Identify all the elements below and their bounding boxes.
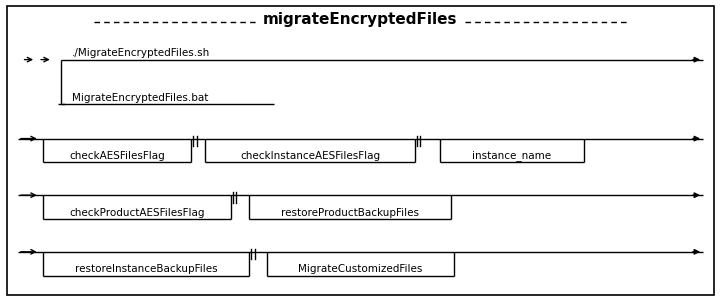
Text: checkInstanceAESFilesFlag: checkInstanceAESFilesFlag	[240, 151, 380, 161]
Text: MigrateEncryptedFiles.bat: MigrateEncryptedFiles.bat	[72, 93, 208, 103]
Text: restoreInstanceBackupFiles: restoreInstanceBackupFiles	[75, 264, 217, 274]
Text: checkAESFilesFlag: checkAESFilesFlag	[69, 151, 165, 161]
Text: checkProductAESFilesFlag: checkProductAESFilesFlag	[69, 207, 205, 218]
Text: instance_name: instance_name	[472, 150, 552, 161]
Text: migrateEncryptedFiles: migrateEncryptedFiles	[263, 12, 458, 27]
Text: ./MigrateEncryptedFiles.sh: ./MigrateEncryptedFiles.sh	[72, 48, 211, 58]
Text: MigrateCustomizedFiles: MigrateCustomizedFiles	[298, 264, 423, 274]
Text: restoreProductBackupFiles: restoreProductBackupFiles	[280, 207, 419, 218]
